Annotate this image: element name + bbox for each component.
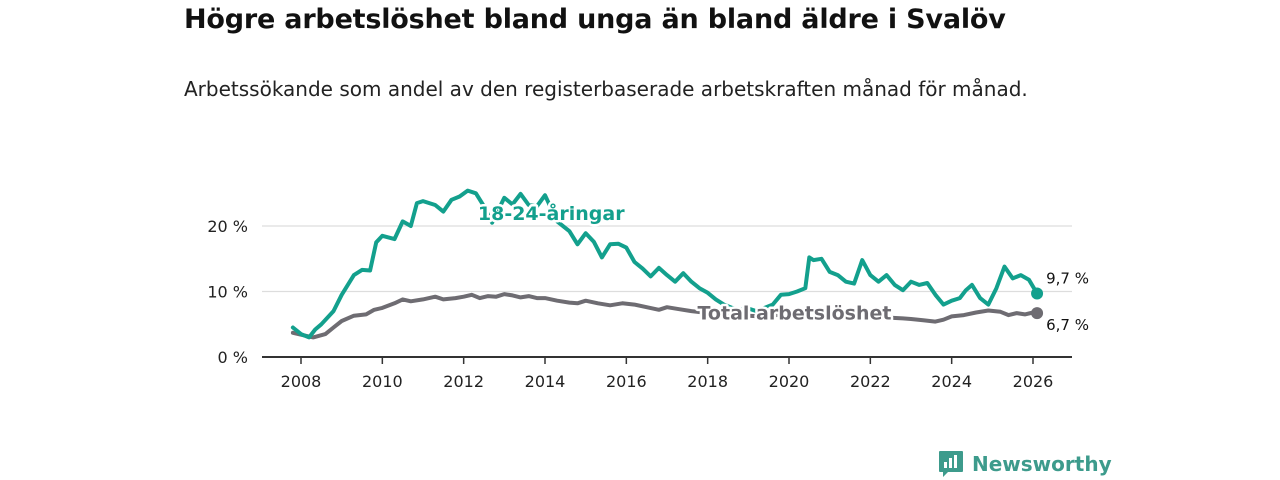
end-label-total: 6,7 %6,7 % bbox=[1044, 314, 1092, 337]
x-tick-label: 2018 bbox=[687, 372, 728, 391]
x-tick-label: 2016 bbox=[606, 372, 647, 391]
end-label-total-halo: 6,7 % bbox=[1046, 316, 1089, 334]
x-tick-label: 2008 bbox=[281, 372, 322, 391]
end-label-youth-text: 9,7 % bbox=[1046, 270, 1089, 288]
y-tick-label: 20 % bbox=[207, 217, 248, 236]
series-label-youth-text: 18-24-åringar bbox=[478, 201, 625, 225]
y-tick-label: 0 % bbox=[218, 348, 248, 367]
series-line-youth-18-24 bbox=[290, 188, 1040, 340]
newsworthy-logo-icon bbox=[939, 451, 963, 477]
y-tick-label: 10 % bbox=[207, 283, 248, 302]
series-line-total-unemployment bbox=[290, 292, 1040, 340]
chart-subtitle: Arbetssökande som andel av den registerb… bbox=[184, 77, 1028, 101]
x-tick-label: 2024 bbox=[931, 372, 972, 391]
chart-title: Högre arbetslöshet bland unga än bland ä… bbox=[184, 4, 1006, 35]
end-label-total-text: 6,7 % bbox=[1046, 316, 1089, 334]
x-tick-label: 2026 bbox=[1013, 372, 1054, 391]
end-point-total-unemployment bbox=[1031, 307, 1044, 320]
x-axis-ticks: 2008 2010 2012 2014 2016 2018 2020 2022 2024 2026 bbox=[281, 357, 1054, 391]
newsworthy-brand[interactable]: Newsworthy bbox=[938, 450, 1112, 478]
x-tick-label: 2020 bbox=[769, 372, 810, 391]
grid-lines bbox=[262, 225, 1072, 293]
series-label-total-halo: Total arbetslöshet bbox=[698, 303, 892, 325]
x-tick-label: 2012 bbox=[443, 372, 484, 391]
end-label-youth: 9,7 %9,7 % bbox=[1044, 267, 1092, 290]
series-lines bbox=[290, 188, 1044, 340]
series-label-youth-halo: 18-24-åringar bbox=[478, 201, 625, 225]
brand-name: Newsworthy bbox=[972, 452, 1112, 476]
x-tick-label: 2022 bbox=[850, 372, 891, 391]
x-tick-label: 2010 bbox=[362, 372, 403, 391]
end-label-youth-halo: 9,7 % bbox=[1046, 270, 1089, 288]
y-axis-ticks: 0 % 10 % 20 % bbox=[207, 217, 248, 367]
x-tick-label: 2014 bbox=[525, 372, 566, 391]
end-point-youth-18-24 bbox=[1031, 287, 1044, 300]
series-label-total-text: Total arbetslöshet bbox=[698, 303, 892, 325]
